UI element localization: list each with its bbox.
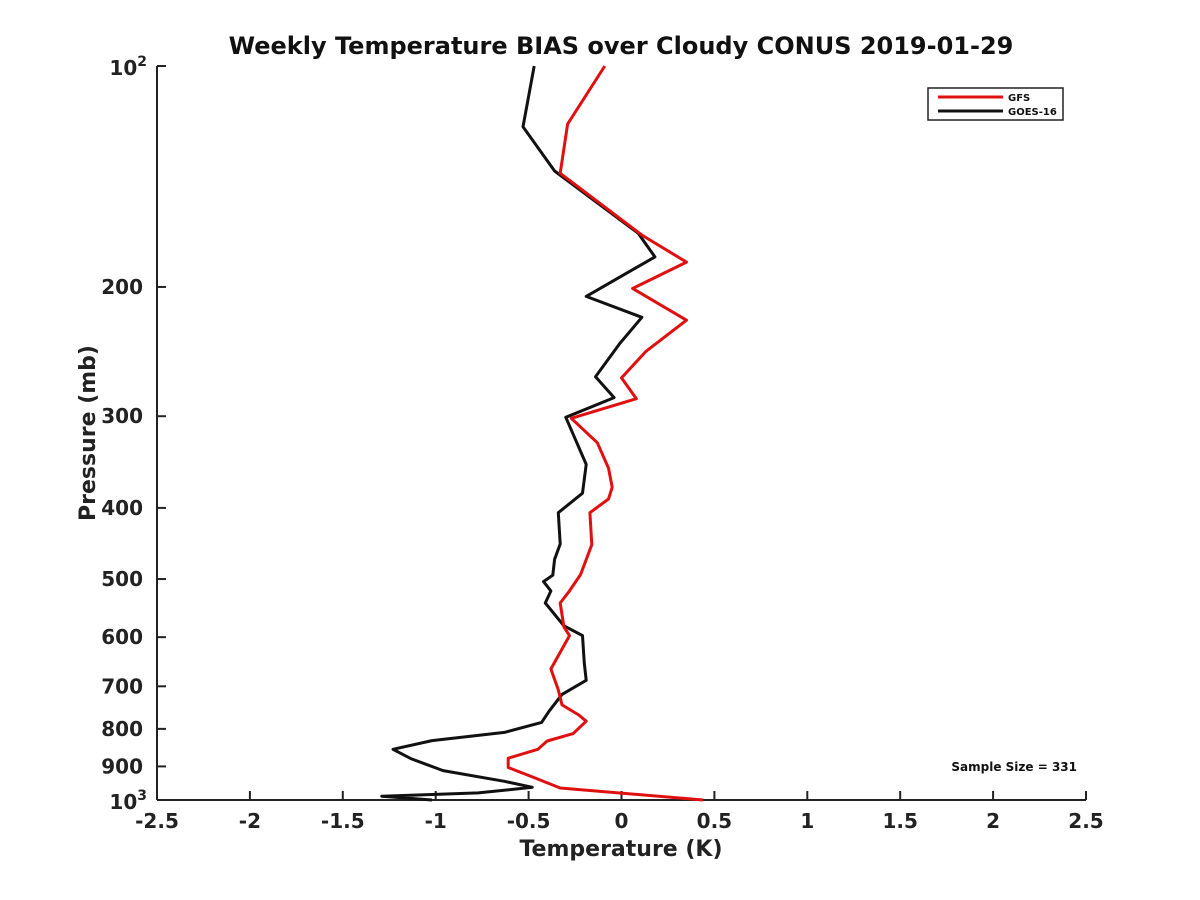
x-tick-label: 0.5	[697, 809, 732, 833]
y-tick-label: 400	[101, 496, 143, 520]
x-tick-label: -0.5	[507, 809, 551, 833]
y-tick-label: 700	[101, 674, 143, 698]
y-tick-label: 102	[109, 54, 147, 80]
x-tick-label: 1.5	[882, 809, 917, 833]
x-axis-label: Temperature (K)	[519, 837, 722, 862]
series-line-goes-16	[380, 65, 657, 802]
x-axis-ticks: -2.5 -2 -1.5 -1 -0.5 0 0.5 1 1.5 2 2.5	[135, 791, 1104, 833]
legend-box	[927, 87, 1064, 121]
x-tick-label: 1	[800, 809, 814, 833]
sample-size-annotation: Sample Size = 331	[951, 760, 1077, 774]
legend-label-gfs: GFS	[1008, 93, 1030, 104]
y-tick-label: 300	[101, 404, 143, 428]
y-tick-label: 200	[101, 275, 143, 299]
y-tick-label: 800	[101, 717, 143, 741]
chart-legend: GFS GOES-16	[927, 87, 1064, 121]
series-layer	[380, 65, 704, 802]
x-tick-label: -1	[425, 809, 447, 833]
x-tick-label: -1.5	[321, 809, 365, 833]
x-tick-label: -2.5	[135, 809, 179, 833]
y-tick-label: 600	[101, 625, 143, 649]
series-line-gfs	[506, 65, 704, 802]
x-tick-label: 2.5	[1068, 809, 1103, 833]
y-axis-ticks: 102 200 300 400 500 600 700 800 900 103	[101, 54, 166, 814]
y-tick-label: 103	[109, 788, 147, 814]
legend-label-goes-16: GOES-16	[1008, 107, 1057, 118]
x-tick-label: -2	[239, 809, 261, 833]
y-axis-label: Pressure (mb)	[76, 345, 101, 521]
chart-title: Weekly Temperature BIAS over Cloudy CONU…	[229, 32, 1014, 60]
y-tick-label: 500	[101, 567, 143, 591]
x-tick-label: 2	[986, 809, 1000, 833]
y-tick-label: 900	[101, 754, 143, 778]
x-tick-label: 0	[615, 809, 629, 833]
